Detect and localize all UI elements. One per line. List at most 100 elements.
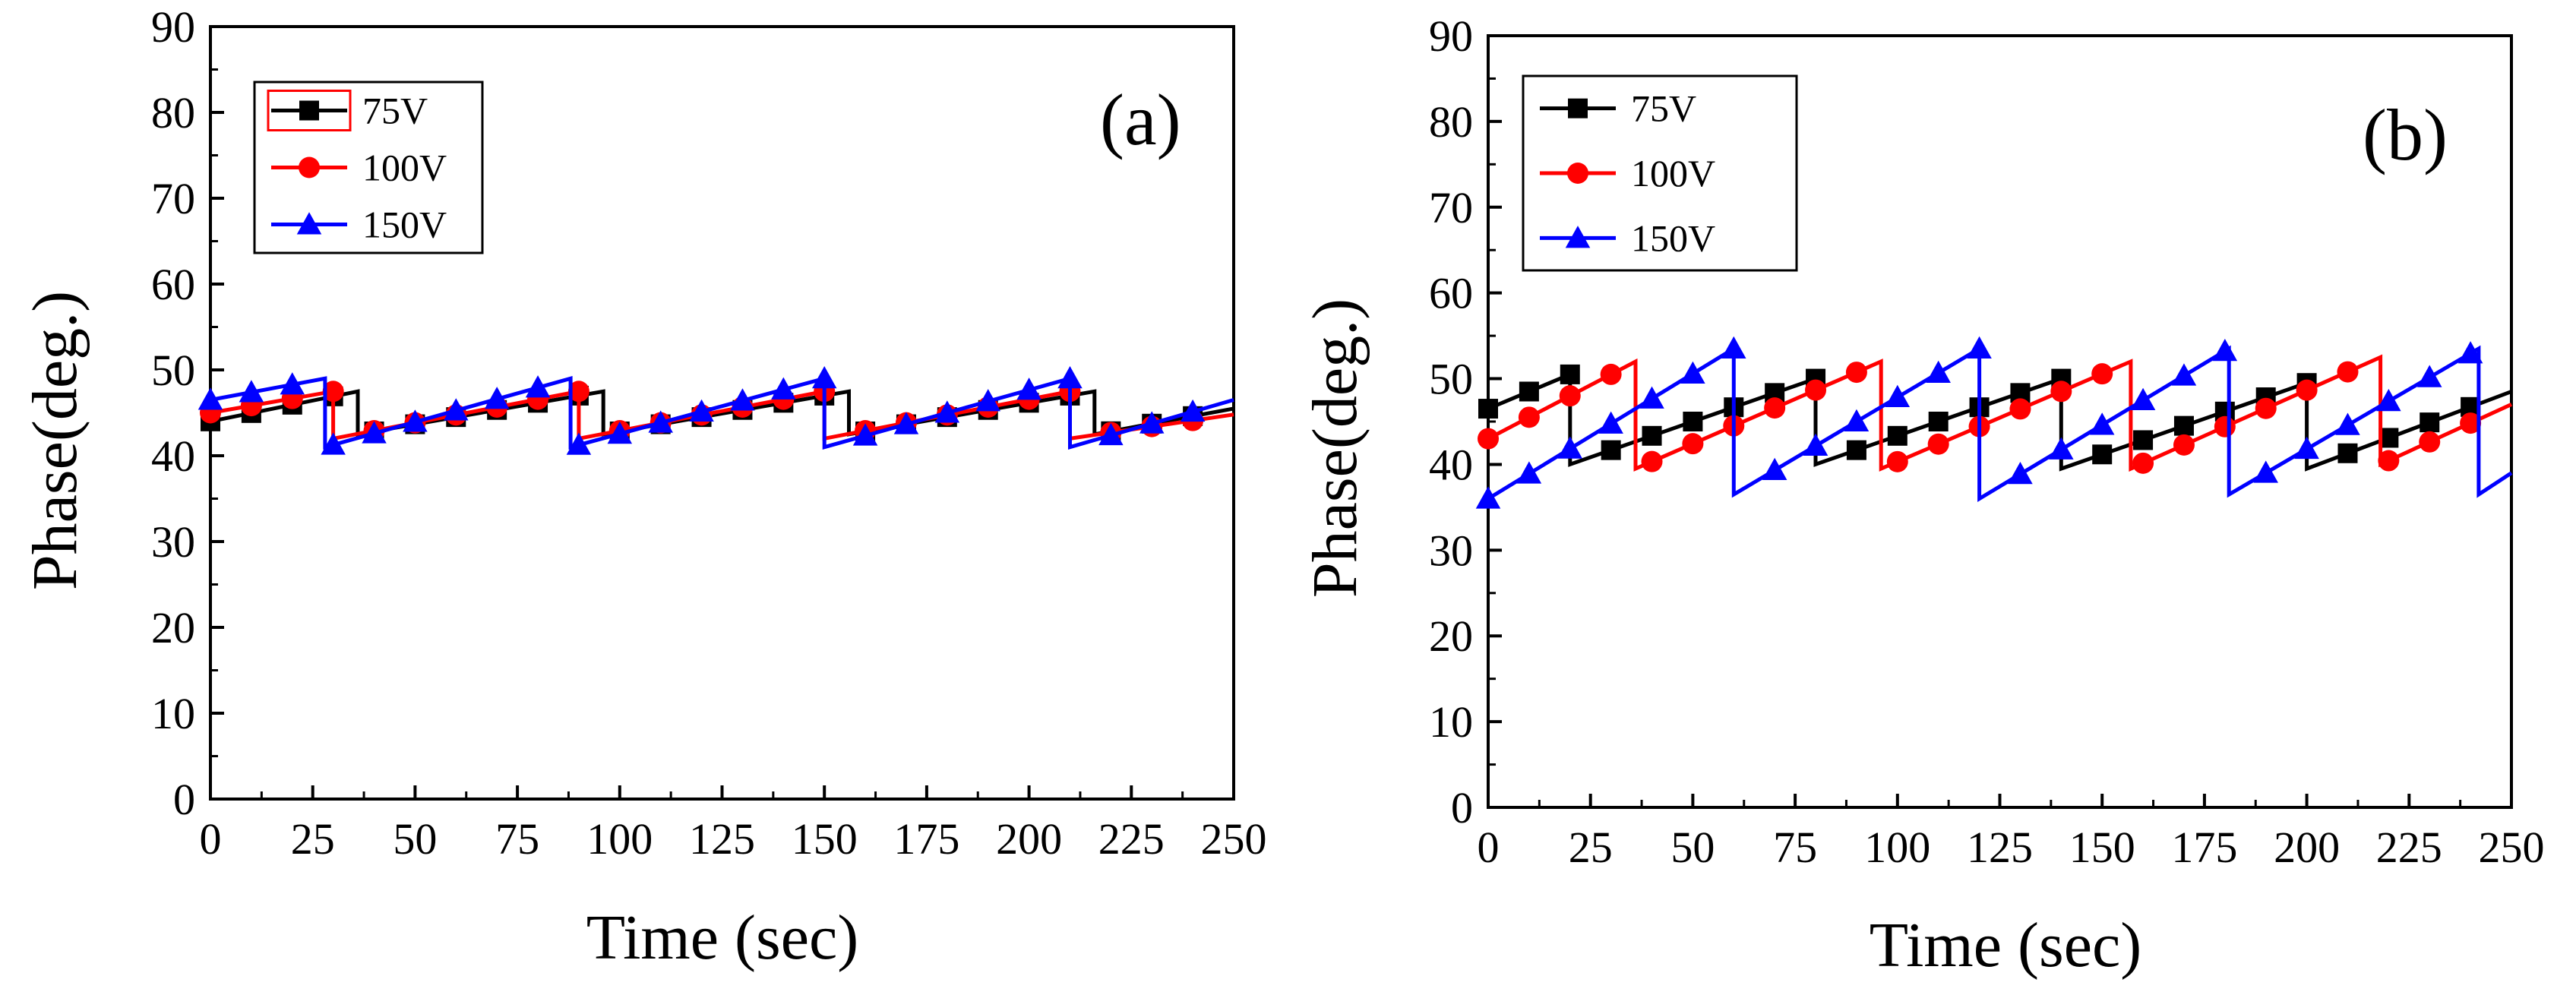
chart-a-point-150V [1139,411,1165,434]
chart-b-point-75V [2337,443,2358,463]
chart-a-x-tick-label: 175 [893,814,959,864]
chart-b-y-tick-label: 70 [1429,183,1473,232]
chart-b-point-150V [2089,412,2115,435]
chart-b-series-line-75V [1487,371,2512,472]
chart-b-point-100V [1600,363,1622,385]
chart-a-y-tick-label: 0 [173,775,195,824]
chart-b-y-tick-label: 10 [1429,697,1473,747]
chart-a-y-tick-label: 70 [151,174,195,223]
chart-b-point-150V [1721,336,1746,359]
chart-b-point-100V [2378,450,2400,472]
chart-a-x-axis-title: Time (sec) [586,902,859,973]
chart-b-y-tick-label: 60 [1429,269,1473,318]
chart-b-point-150V [2376,389,2401,412]
chart-b-x-tick-label: 75 [1773,823,1817,872]
chart-a-legend-label-75V: 75V [362,90,428,132]
chart-b-point-100V [2132,452,2154,474]
chart-a-point-150V [1180,399,1206,422]
chart-b-point-150V [1639,386,1664,409]
chart-a-x-tick-label: 225 [1098,814,1165,864]
chart-b-point-150V [1926,360,1951,384]
chart-b-point-75V [2420,412,2440,433]
chart-b-legend-label-75V: 75V [1631,87,1696,130]
chart-b-point-75V [2092,444,2113,465]
chart-b-point-150V [1762,457,1787,480]
chart-b-point-100V [1845,362,1867,384]
chart-a-point-150V [730,388,755,411]
chart-b-point-150V [2130,387,2156,411]
chart-a: (a) Time (sec) Phase(deg.) 0 10 20 30 40 50 60… [20,2,1267,973]
chart-a-panel-label: (a) [1100,79,1181,160]
chart-b-x-tick-label: 125 [1967,823,2033,872]
chart-a-y-tick-label: 30 [151,517,195,567]
chart-b-point-100V [1682,433,1704,455]
chart-b-point-150V [1557,436,1583,459]
chart-b-legend-marker-100V [1567,163,1588,184]
chart-b-point-150V [2253,460,2278,483]
chart-b-point-150V [2457,341,2483,364]
chart-a-y-tick-label: 20 [151,603,195,652]
chart-a-y-tick-label: 80 [151,88,195,137]
chart-b-legend-marker-75V [1568,98,1588,118]
chart-a-y-tick-label: 90 [151,2,195,52]
chart-b-point-100V [2255,397,2277,419]
chart-a-x-tick-label: 50 [393,814,437,864]
chart-b-point-75V [2173,415,2194,436]
chart-a-y-tick-label: 10 [151,689,195,738]
chart-a-y-tick-label: 40 [151,431,195,481]
chart-b-point-150V [2294,436,2319,460]
chart-b-point-75V [2133,430,2154,450]
chart-b-y-tick-label: 20 [1429,611,1473,661]
chart-b-series-100V [1478,354,2513,474]
chart-b-legend-marker-150V [1565,226,1591,248]
chart-a-point-150V [648,410,673,433]
chart-b-x-tick-label: 25 [1569,823,1613,872]
chart-a-x-tick-label: 75 [495,814,539,864]
chart-a-point-150V [607,421,633,444]
chart-a-point-100V [322,381,344,403]
chart-a-point-150V [403,409,428,432]
chart-b-y-tick-label: 50 [1429,355,1473,404]
chart-a-legend-marker-75V [299,100,319,121]
chart-a-y-tick-label: 50 [151,346,195,395]
chart-b-x-tick-label: 0 [1478,823,1500,872]
chart-b-y-tick-label: 90 [1429,11,1473,61]
chart-b-point-100V [1518,406,1540,428]
chart-b-point-75V [1519,381,1539,402]
chart-b-point-75V [1683,412,1703,431]
chart-b-point-75V [1560,364,1580,384]
chart-b-x-tick-label: 50 [1670,823,1715,872]
chart-b-point-150V [1885,384,1911,408]
chart-b-point-150V [2171,363,2197,386]
chart-b-point-100V [1764,397,1786,419]
chart-b-point-150V [1598,411,1623,434]
chart-b-point-150V [2008,461,2033,485]
chart-a-series-line-75V [210,389,1234,437]
chart-a-point-150V [239,380,264,403]
chart-b-legend-label-150V: 150V [1631,216,1715,259]
chart-b-x-axis-title: Time (sec) [1870,910,2142,981]
chart-b-x-tick-label: 150 [2069,823,2135,872]
chart-b-point-100V [1927,433,1949,455]
chart-a-point-150V [1016,377,1041,400]
chart-b-point-100V [1886,450,1908,472]
chart-b-point-100V [1641,450,1663,472]
chart-b-point-100V [1559,385,1581,407]
chart-b-point-100V [2050,381,2072,403]
chart-b-y-tick-label: 40 [1429,440,1473,489]
chart-a-point-150V [484,387,510,409]
chart-b-series-150V [1475,336,2513,509]
chart-a-legend-label-100V: 100V [362,147,447,189]
chart-a-point-150V [1098,422,1124,446]
chart-b-point-150V [2049,437,2074,460]
chart-a-point-150V [566,432,592,455]
chart-b-point-150V [1967,336,1992,359]
chart-b-y-tick-label: 80 [1429,97,1473,147]
chart-a-point-150V [893,412,919,434]
chart-b-y-tick-label: 30 [1429,526,1473,575]
chart-b-panel-label: (b) [2363,94,2448,175]
chart-b-x-tick-label: 100 [1864,823,1930,872]
chart-a-legend-selection-box [267,90,352,131]
chart-a-point-150V [362,421,387,444]
